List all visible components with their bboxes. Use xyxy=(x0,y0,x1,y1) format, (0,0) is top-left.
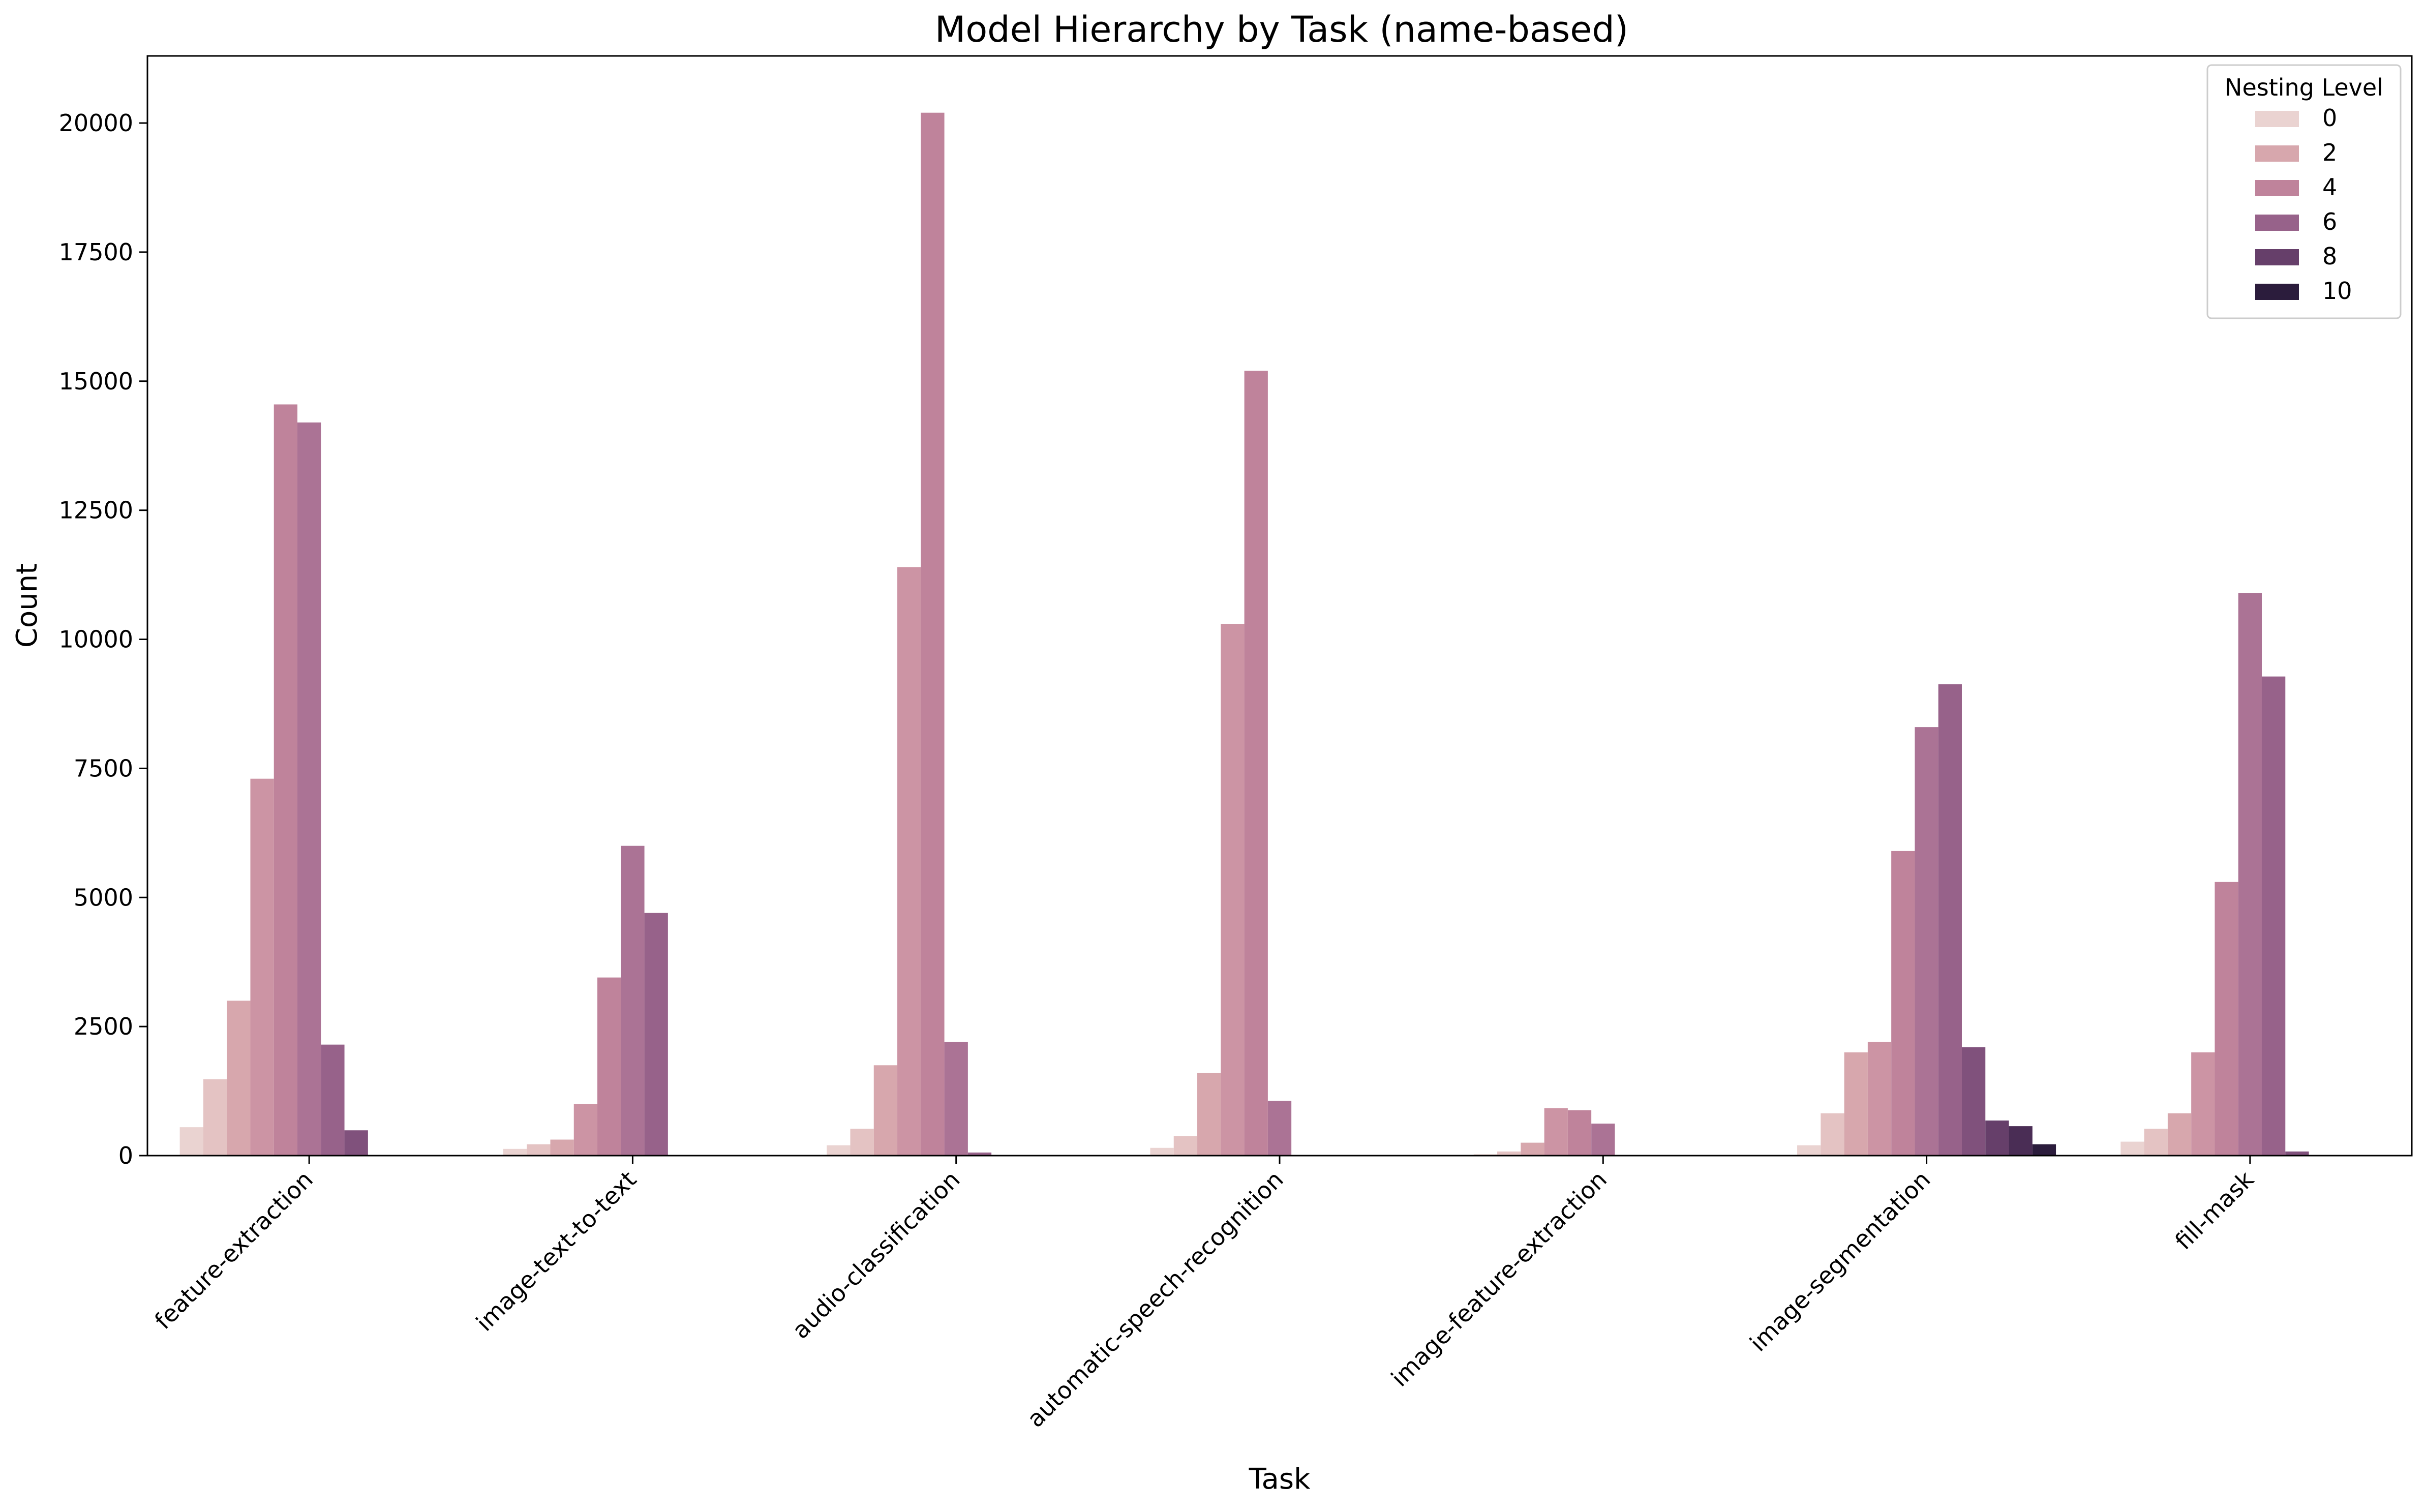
bar-image-segmentation-level-6 xyxy=(1938,684,1962,1156)
bar-fill-mask-level-4 xyxy=(2215,882,2238,1156)
legend-label: 2 xyxy=(2322,139,2337,166)
bar-feature-extraction-level-5 xyxy=(297,422,321,1156)
legend-frame xyxy=(2206,64,2402,319)
bar-image-feature-extraction-level-5 xyxy=(1591,1124,1615,1156)
x-axis-label: Task xyxy=(1249,1463,1311,1496)
bar-feature-extraction-level-3 xyxy=(250,778,274,1156)
bar-image-text-to-text-level-4 xyxy=(597,977,621,1156)
bar-feature-extraction-level-2 xyxy=(227,1001,251,1156)
bar-feature-extraction-level-6 xyxy=(321,1044,345,1156)
bar-automatic-speech-recognition-level-0 xyxy=(1150,1147,1174,1156)
bar-image-text-to-text-level-2 xyxy=(550,1139,574,1156)
x-tick-label: image-segmentation xyxy=(1744,1166,1935,1357)
bar-audio-classification-level-1 xyxy=(850,1129,874,1156)
legend-swatch xyxy=(2255,180,2299,196)
bar-image-segmentation-level-4 xyxy=(1891,851,1915,1156)
bar-image-text-to-text-level-1 xyxy=(527,1144,551,1156)
legend-swatch xyxy=(2255,111,2299,127)
bar-image-segmentation-level-3 xyxy=(1867,1042,1892,1156)
chart-title: Model Hierarchy by Task (name-based) xyxy=(935,9,1628,50)
bar-image-segmentation-level-0 xyxy=(1797,1145,1821,1156)
x-tick-label: automatic-speech-recognition xyxy=(1021,1166,1288,1433)
y-tick-label: 17500 xyxy=(59,238,133,266)
legend-swatch xyxy=(2255,284,2299,300)
x-tick-label: image-feature-extraction xyxy=(1386,1166,1612,1392)
bar-image-text-to-text-level-5 xyxy=(621,845,645,1156)
y-tick-label: 15000 xyxy=(59,368,133,395)
bar-image-feature-extraction-level-3 xyxy=(1544,1108,1568,1156)
legend: Nesting Level 0 2 4 6 8 10 xyxy=(2206,64,2402,319)
bar-audio-classification-level-0 xyxy=(827,1145,851,1156)
bar-image-segmentation-level-1 xyxy=(1821,1113,1844,1156)
bar-image-feature-extraction-level-2 xyxy=(1521,1142,1544,1156)
y-tick-label: 5000 xyxy=(74,884,133,911)
bar-image-feature-extraction-level-4 xyxy=(1567,1110,1592,1156)
bar-automatic-speech-recognition-level-3 xyxy=(1221,624,1245,1156)
legend-label: 8 xyxy=(2322,243,2337,270)
x-axis: feature-extraction image-text-to-text audi… xyxy=(149,1156,2259,1433)
bar-fill-mask-level-6 xyxy=(2261,676,2286,1156)
bar-audio-classification-level-5 xyxy=(944,1042,968,1156)
y-tick-label: 12500 xyxy=(59,497,133,524)
bar-automatic-speech-recognition-level-5 xyxy=(1267,1101,1292,1156)
y-tick-label: 7500 xyxy=(74,754,133,782)
y-tick-label: 10000 xyxy=(59,626,133,653)
bar-feature-extraction-level-0 xyxy=(179,1127,203,1156)
bar-automatic-speech-recognition-level-4 xyxy=(1244,371,1268,1156)
y-axis: 0 2500 5000 7500 10000 12500 15000 17500 20000 xyxy=(59,109,147,1169)
bar-feature-extraction-level-1 xyxy=(203,1079,227,1156)
legend-swatch xyxy=(2255,145,2299,162)
bar-automatic-speech-recognition-level-2 xyxy=(1197,1073,1221,1156)
bar-fill-mask-level-0 xyxy=(2120,1141,2144,1156)
legend-swatch xyxy=(2255,215,2299,231)
x-tick-label: feature-extraction xyxy=(149,1166,318,1335)
y-axis-label: Count xyxy=(11,563,44,648)
bar-feature-extraction-level-4 xyxy=(274,404,298,1156)
y-tick-label: 2500 xyxy=(74,1013,133,1040)
x-tick-label: image-text-to-text xyxy=(471,1166,642,1337)
bar-image-text-to-text-level-6 xyxy=(644,913,668,1156)
x-tick-label: fill-mask xyxy=(2170,1165,2259,1255)
bars-layer xyxy=(179,112,2309,1156)
legend-label: 4 xyxy=(2322,173,2337,201)
legend-label: 10 xyxy=(2322,277,2352,305)
y-tick-label: 20000 xyxy=(59,109,133,137)
legend-label: 6 xyxy=(2322,208,2337,235)
bar-image-segmentation-level-8 xyxy=(1985,1120,2009,1156)
bar-audio-classification-level-2 xyxy=(873,1065,898,1156)
bar-image-text-to-text-level-3 xyxy=(573,1104,598,1156)
bar-image-segmentation-level-7 xyxy=(1961,1047,1986,1156)
plot-frame xyxy=(146,55,2413,1157)
bar-feature-extraction-level-7 xyxy=(344,1130,368,1156)
bar-automatic-speech-recognition-level-1 xyxy=(1173,1136,1198,1156)
bar-audio-classification-level-6 xyxy=(967,1152,992,1156)
bar-image-feature-extraction-level-1 xyxy=(1497,1151,1521,1156)
bar-audio-classification-level-3 xyxy=(897,567,921,1156)
legend-label: 0 xyxy=(2322,104,2337,132)
legend-title: Nesting Level xyxy=(2225,74,2383,101)
legend-swatch xyxy=(2255,249,2299,265)
bar-fill-mask-level-7 xyxy=(2285,1151,2309,1156)
bar-image-segmentation-level-9 xyxy=(2009,1126,2033,1156)
bar-image-segmentation-level-10 xyxy=(2032,1144,2056,1156)
bar-fill-mask-level-1 xyxy=(2144,1129,2168,1156)
bar-fill-mask-level-5 xyxy=(2238,593,2262,1156)
y-tick-label: 0 xyxy=(118,1142,133,1169)
bar-fill-mask-level-2 xyxy=(2167,1113,2192,1156)
legend-entries: 0 2 4 6 8 10 xyxy=(2255,104,2352,305)
bar-image-segmentation-level-5 xyxy=(1915,727,1938,1156)
x-tick-label: audio-classification xyxy=(786,1166,965,1344)
bar-audio-classification-level-4 xyxy=(921,112,945,1156)
bar-image-text-to-text-level-0 xyxy=(503,1148,527,1156)
bar-image-segmentation-level-2 xyxy=(1844,1052,1868,1156)
bar-fill-mask-level-3 xyxy=(2191,1052,2215,1156)
